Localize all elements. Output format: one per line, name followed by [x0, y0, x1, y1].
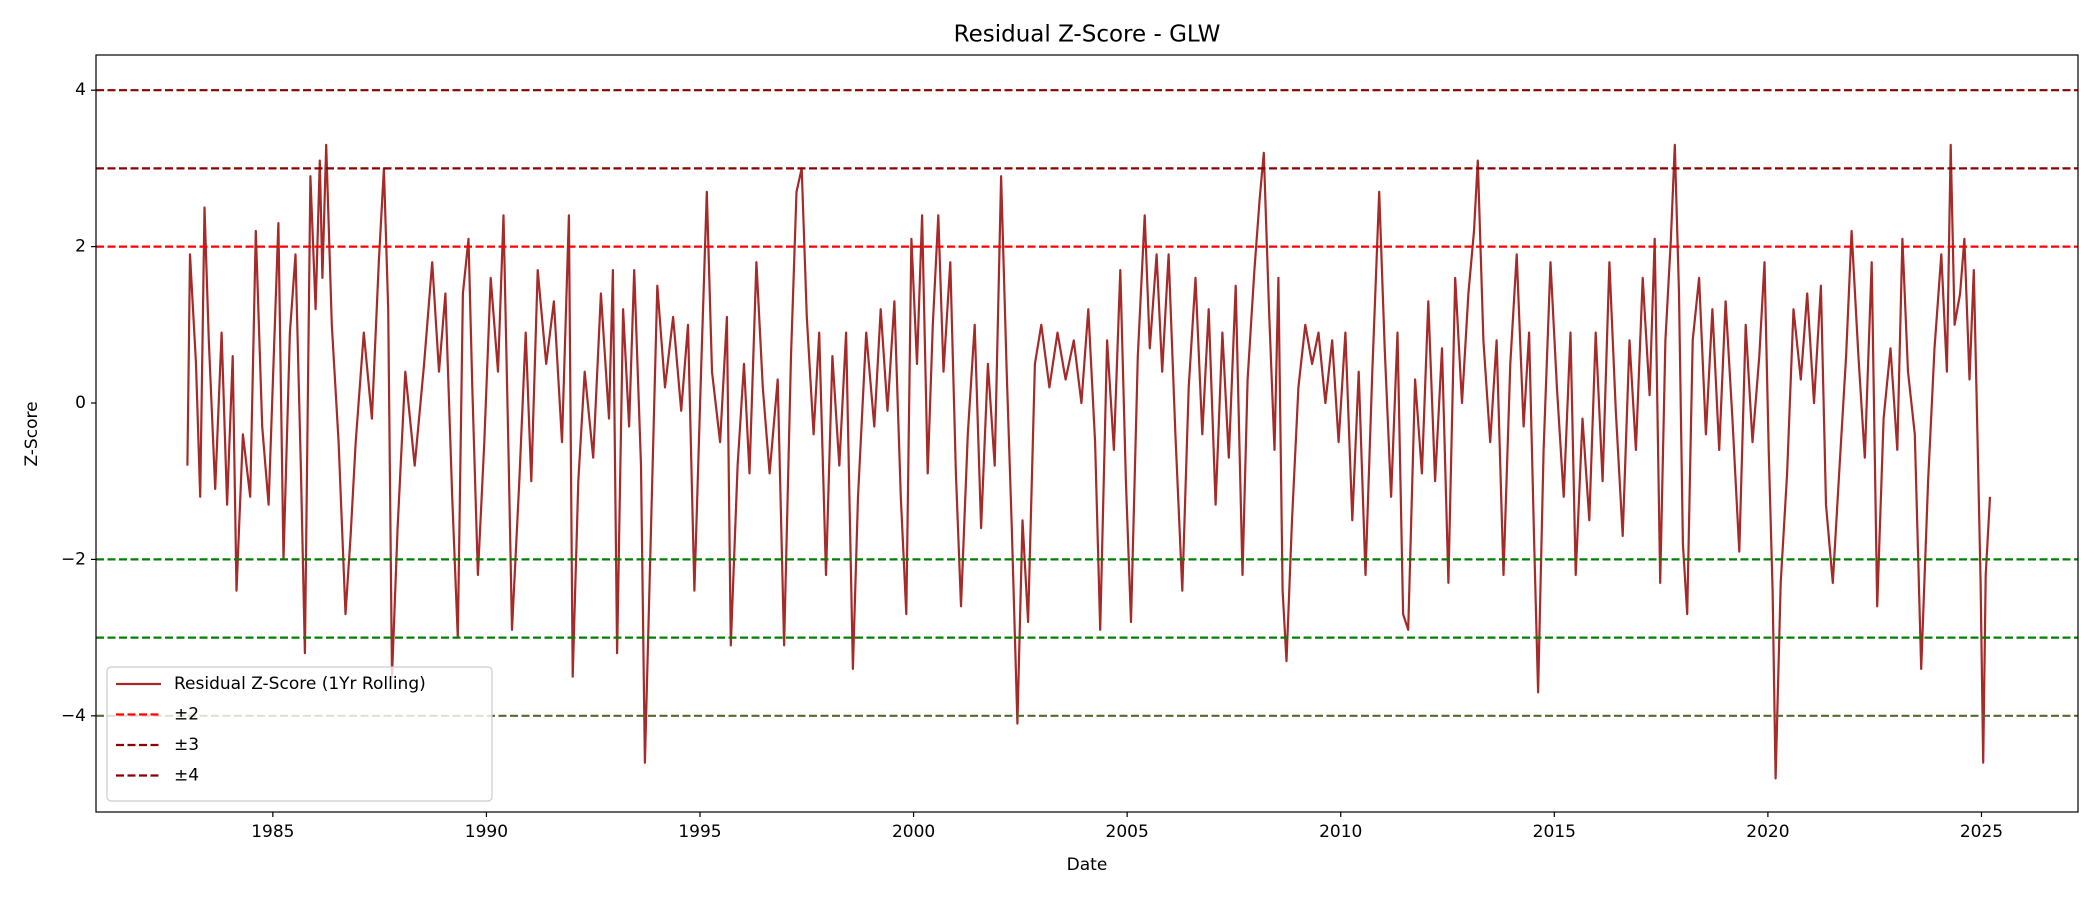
- y-axis-label: Z-Score: [22, 401, 42, 466]
- legend-label: Residual Z-Score (1Yr Rolling): [174, 674, 426, 694]
- legend-box: [106, 666, 493, 802]
- x-tick-label: 1995: [678, 822, 721, 842]
- x-tick-label: 2025: [1960, 822, 2003, 842]
- x-tick-label: 2010: [1319, 822, 1362, 842]
- legend-label: ±2: [174, 705, 199, 725]
- y-tick-label: −2: [61, 549, 86, 569]
- x-tick-label: 1985: [251, 822, 294, 842]
- y-tick-label: −4: [61, 706, 86, 726]
- legend-label: ±3: [174, 735, 199, 755]
- x-tick-label: 1990: [465, 822, 508, 842]
- y-tick-label: 2: [75, 237, 86, 257]
- x-tick-label: 2020: [1746, 822, 1789, 842]
- x-tick-label: 2000: [892, 822, 935, 842]
- legend-label: ±4: [174, 766, 199, 786]
- x-tick-label: 2015: [1533, 822, 1576, 842]
- y-tick-label: 0: [75, 393, 86, 413]
- y-tick-label: 4: [75, 80, 86, 100]
- x-axis-label: Date: [1067, 855, 1108, 875]
- x-tick-label: 2005: [1106, 822, 1149, 842]
- data-line: [186, 143, 1992, 780]
- chart-title: Residual Z-Score - GLW: [954, 22, 1221, 48]
- plot-frame: [95, 54, 2079, 813]
